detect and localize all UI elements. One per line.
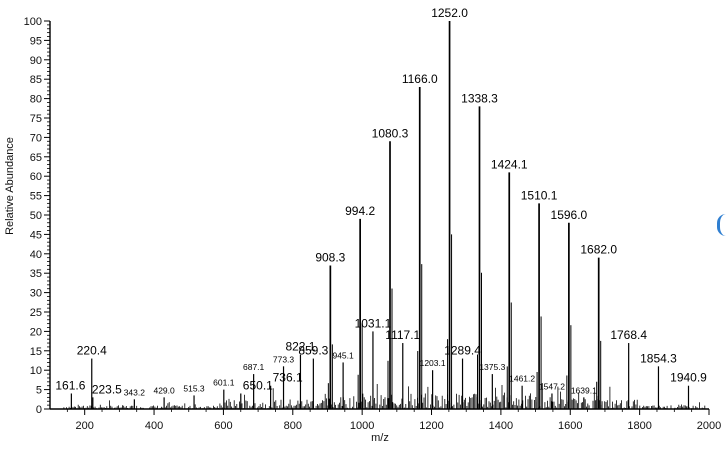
peak-label: 1289.4	[444, 344, 481, 358]
x-tick-label: 1400	[489, 420, 513, 432]
peak-label: 1375.3	[479, 362, 505, 372]
y-tick-label: 90	[30, 55, 42, 67]
peak-label: 1940.9	[670, 371, 707, 385]
scroll-edge-indicator	[717, 214, 726, 236]
x-ticks: 200 400 600 800 1000 1200 1400 1600 1800 2000	[66, 409, 721, 432]
x-tick-label: 800	[284, 420, 302, 432]
peak-label: 220.4	[77, 344, 107, 358]
peak-label: 1639.1	[571, 385, 597, 395]
peak-label: 859.3	[298, 344, 328, 358]
peak-label: 1252.0	[431, 6, 468, 20]
peak-label: 994.2	[345, 204, 375, 218]
x-tick-label: 600	[214, 420, 232, 432]
peak-label: 161.6	[55, 378, 85, 392]
y-tick-label: 10	[30, 365, 42, 377]
y-tick-label: 40	[30, 249, 42, 261]
peak-label: 945.1	[332, 350, 354, 360]
peak-label: 687.1	[243, 362, 265, 372]
peak-label: 1338.3	[461, 91, 498, 105]
y-tick-label: 85	[30, 74, 42, 86]
y-tick-label: 20	[30, 326, 42, 338]
peak-label: 1596.0	[551, 208, 588, 222]
y-tick-label: 70	[30, 132, 42, 144]
y-tick-label: 0	[36, 404, 42, 416]
y-tick-label: 25	[30, 307, 42, 319]
peaks	[70, 21, 690, 409]
y-tick-label: 100	[24, 16, 42, 28]
y-tick-label: 60	[30, 171, 42, 183]
x-tick-label: 1000	[350, 420, 374, 432]
peak-label: 1768.4	[610, 328, 647, 342]
peak-label: 1166.0	[402, 72, 438, 86]
x-tick-label: 1200	[419, 420, 443, 432]
peak-label: 1547.2	[539, 381, 565, 391]
peak-label: 773.3	[273, 354, 295, 364]
x-tick-label: 1600	[558, 420, 582, 432]
peak-label: 1424.1	[491, 157, 528, 171]
y-tick-label: 65	[30, 152, 42, 164]
peak-label: 601.1	[213, 378, 235, 388]
peak-label: 822.1	[285, 340, 315, 354]
peak-label: 343.2	[124, 387, 146, 397]
x-tick-label: 200	[76, 420, 94, 432]
peak-label: 1510.1	[521, 188, 558, 202]
y-tick-label: 45	[30, 229, 42, 241]
peak-label: 1203.1	[420, 358, 446, 368]
y-tick-label: 75	[30, 113, 42, 125]
x-tick-label: 1800	[627, 420, 651, 432]
peak-label: 1682.0	[580, 243, 617, 257]
peak-label: 1031.1	[355, 316, 392, 330]
y-tick-label: 80	[30, 94, 42, 106]
peak-label: 223.5	[92, 382, 122, 396]
peak-label: 1117.1	[385, 328, 420, 342]
y-tick-label: 50	[30, 210, 42, 222]
y-tick-label: 55	[30, 191, 42, 203]
peak-label: 429.0	[153, 385, 175, 395]
y-tick-label: 30	[30, 288, 42, 300]
x-axis-title: m/z	[371, 432, 389, 444]
axes	[49, 21, 709, 410]
peak-labels: 161.6 220.4 223.5 343.2 429.0 515.3 601.1 650.1…	[55, 6, 707, 397]
y-axis-title: Relative Abundance	[4, 137, 16, 235]
peak-label: 908.3	[315, 250, 345, 264]
peak-label: 1461.2	[509, 374, 535, 384]
y-ticks: 0 5 10 15 20 25 30 35 40 45 50 55 60 65 70 75 80 85 90 95 10…	[24, 16, 50, 416]
y-tick-label: 15	[30, 346, 42, 358]
x-tick-label: 2000	[697, 420, 721, 432]
x-tick-label: 400	[145, 420, 163, 432]
peak-label: 1854.3	[640, 351, 677, 365]
y-tick-label: 35	[30, 268, 42, 280]
peak-label: 736.1	[273, 371, 303, 385]
y-tick-label: 95	[30, 35, 42, 47]
peak-label: 1080.3	[372, 126, 409, 140]
peak-label: 515.3	[183, 383, 205, 393]
peak-label: 650.1	[243, 378, 273, 392]
y-tick-label: 5	[36, 385, 42, 397]
